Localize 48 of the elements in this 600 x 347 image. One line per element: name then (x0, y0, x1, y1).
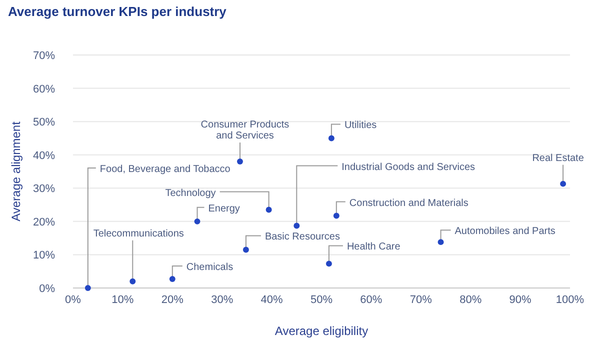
annotation: Energy (208, 203, 240, 214)
x-tick-label: 10% (112, 294, 134, 306)
x-tick-label: 20% (161, 294, 184, 306)
x-tick-label: 80% (460, 294, 482, 306)
y-tick-label: 60% (32, 83, 56, 96)
annotation: Chemicals (186, 262, 234, 274)
y-tick-label: 10% (32, 250, 56, 262)
point (194, 218, 200, 224)
y-tick-label: 30% (32, 183, 56, 196)
annotation: Construction and Materials (349, 198, 468, 209)
point (560, 180, 566, 187)
point (438, 239, 444, 246)
point (333, 212, 340, 219)
annotation: Basic Resources (264, 232, 340, 243)
annotation: Health Care (346, 242, 401, 253)
annotation: Technology (165, 188, 216, 199)
annotation: Real Estate (532, 152, 584, 164)
annotation: Consumer Products and Services (200, 120, 290, 142)
y-tick-label: 40% (32, 150, 56, 162)
x-tick-label: 90% (509, 294, 532, 306)
point (328, 135, 334, 142)
chart-title: Average turnover KPIs per industry (8, 4, 228, 19)
point (294, 222, 300, 229)
y-tick-label: 20% (32, 216, 56, 228)
x-tick-label: 0% (65, 294, 82, 306)
x-axis-title: Average eligibility (274, 324, 368, 338)
annotation: Utilities (344, 120, 377, 132)
x-tick-label: 60% (360, 294, 382, 306)
annotation: Automobiles and Parts (454, 226, 556, 238)
point (237, 158, 243, 164)
y-tick-label: 0% (39, 283, 56, 295)
y-tick-label: 70% (32, 50, 56, 62)
point (326, 260, 332, 267)
x-tick-label: 100% (556, 294, 584, 306)
x-tick-label: 70% (410, 294, 432, 306)
annotation: Telecommunications (93, 228, 184, 240)
annotation: Industrial Goods and Services (342, 162, 476, 173)
x-tick-label: 50% (310, 294, 333, 306)
point (84, 285, 91, 291)
point (169, 276, 176, 282)
x-tick-label: 40% (260, 294, 284, 306)
annotation: Food, Beverage and Tobacco (100, 164, 231, 175)
point (242, 246, 249, 253)
point (130, 278, 136, 284)
x-tick-label: 30% (211, 294, 234, 306)
y-tick-label: 50% (32, 116, 56, 129)
y-axis-title: Average alignment (9, 120, 23, 222)
point (266, 206, 272, 213)
